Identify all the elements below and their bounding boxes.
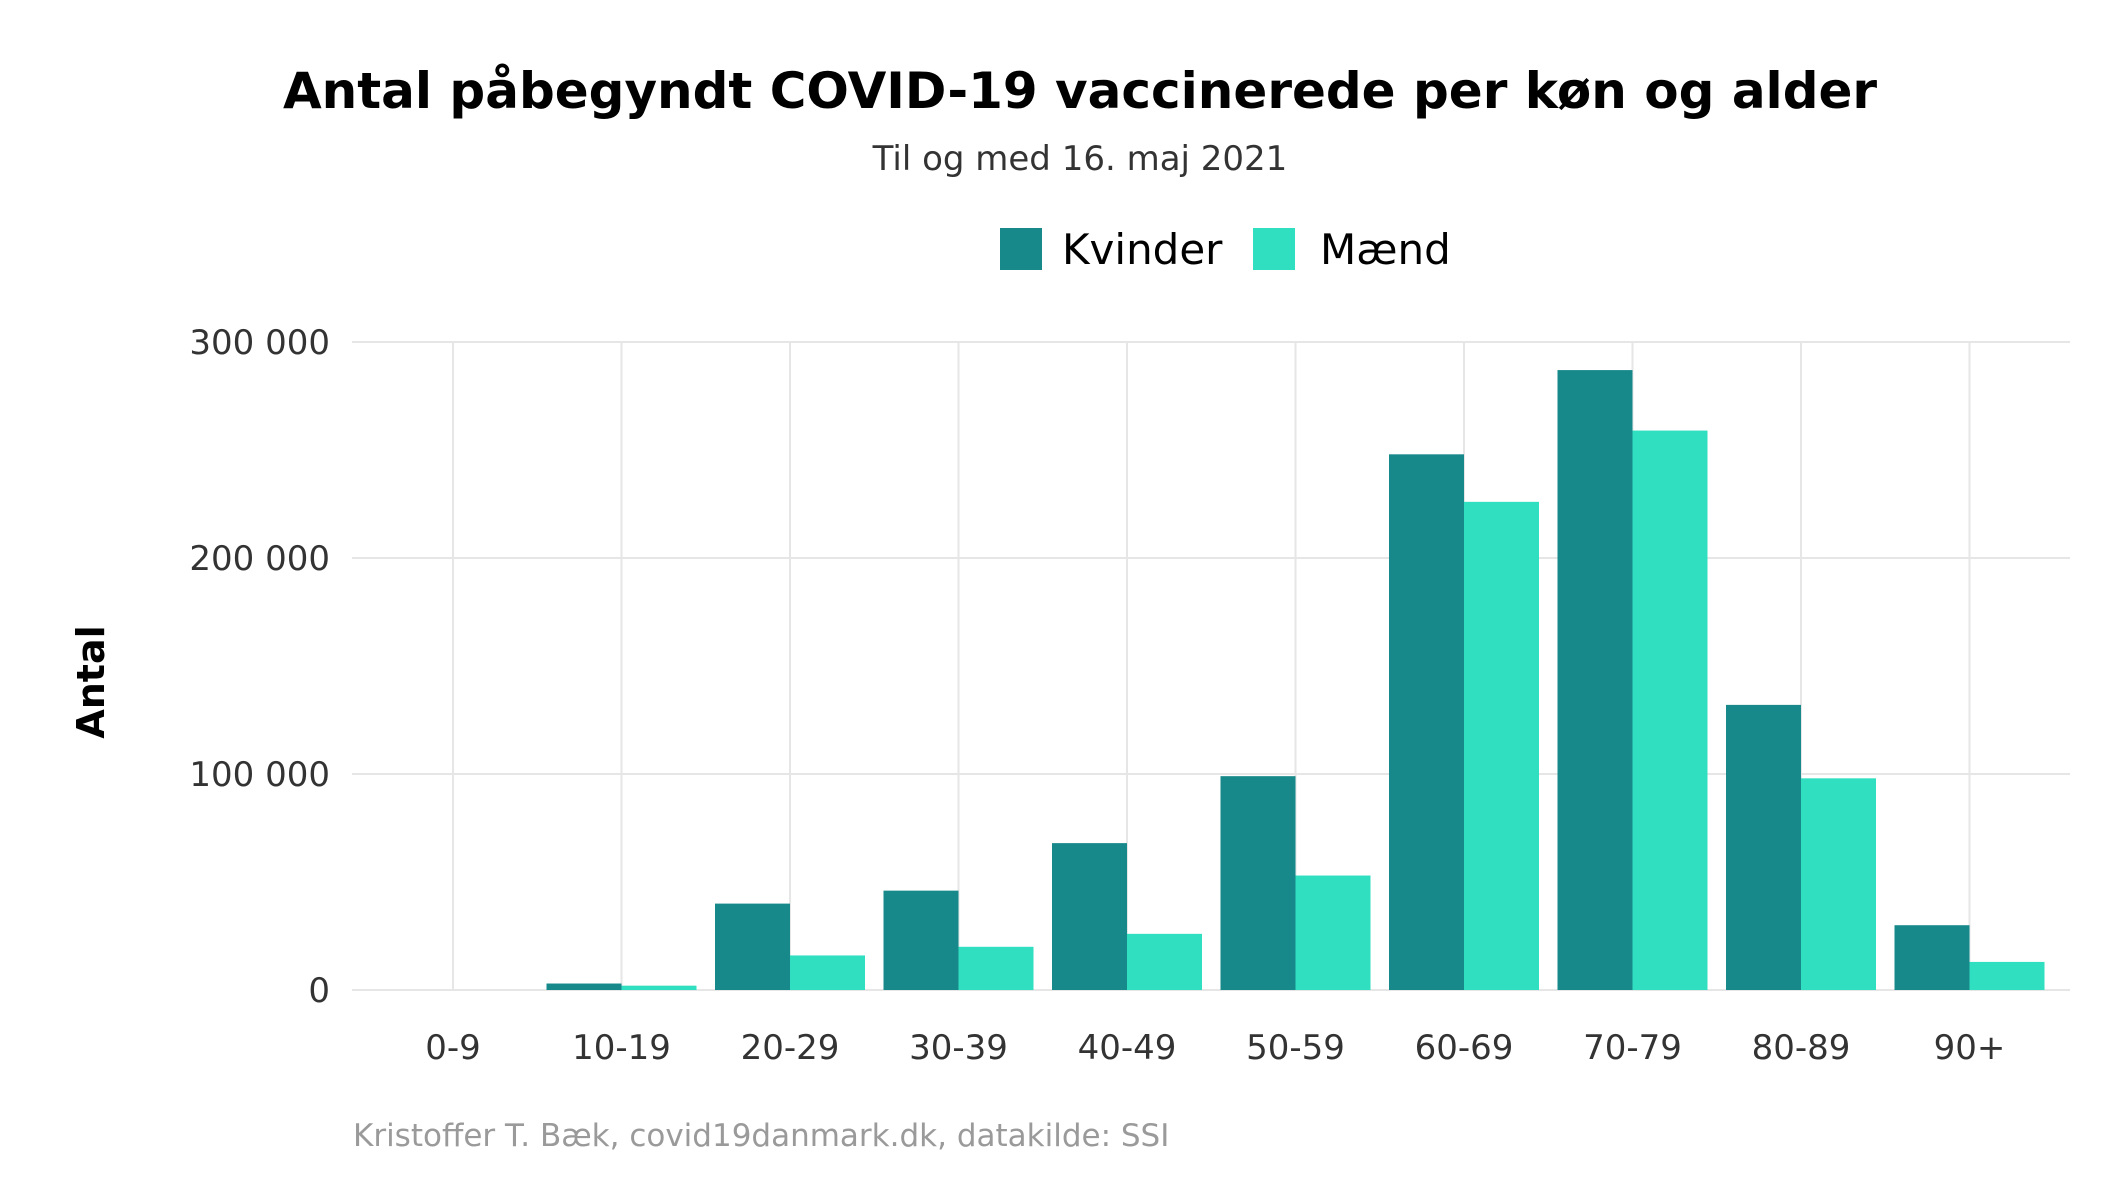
bar-kvinder xyxy=(1052,843,1127,990)
bar-maend xyxy=(1464,501,1539,990)
x-tick-label: 70-79 xyxy=(1583,1028,1682,1068)
bar-maend xyxy=(1295,875,1371,990)
x-tick-label: 90+ xyxy=(1934,1028,2006,1068)
bar-kvinder xyxy=(1894,925,1970,990)
y-axis: 0 100 000 200 000 300 000 xyxy=(189,323,330,1011)
chart-title: Antal påbegyndt COVID-19 vaccinerede per… xyxy=(283,62,1877,120)
bar-kvinder xyxy=(883,890,959,990)
y-tick-label: 300 000 xyxy=(189,323,330,363)
bar-kvinder xyxy=(715,903,790,990)
y-tick-label: 200 000 xyxy=(189,539,330,579)
x-tick-label: 0-9 xyxy=(425,1028,481,1068)
legend-label-kvinder: Kvinder xyxy=(1062,225,1223,274)
x-tick-label: 50-59 xyxy=(1246,1028,1345,1068)
chart-subtitle: Til og med 16. maj 2021 xyxy=(872,139,1288,179)
x-tick-label: 20-29 xyxy=(741,1028,840,1068)
bar-kvinder xyxy=(1389,454,1464,990)
bar-maend xyxy=(1801,778,1876,990)
bar-kvinder xyxy=(1726,704,1801,990)
bar-kvinder xyxy=(1220,776,1296,990)
x-tick-label: 40-49 xyxy=(1078,1028,1177,1068)
bar-maend xyxy=(790,955,865,990)
bar-kvinder xyxy=(1557,370,1633,991)
legend-swatch-maend xyxy=(1253,228,1295,270)
bar-maend xyxy=(1632,430,1708,990)
y-tick-label: 100 000 xyxy=(189,755,330,795)
bar-maend xyxy=(621,985,697,990)
bar-kvinder xyxy=(546,983,622,990)
x-tick-label: 80-89 xyxy=(1752,1028,1851,1068)
y-tick-label: 0 xyxy=(308,971,330,1011)
bars-layer xyxy=(546,370,2045,991)
chart-caption: Kristoffer T. Bæk, covid19danmark.dk, da… xyxy=(353,1118,1169,1154)
legend-label-maend: Mænd xyxy=(1320,225,1451,274)
x-axis: 0-9 10-19 20-29 30-39 40-49 50-59 60-69 70-79 80… xyxy=(425,1028,2005,1068)
bar-maend xyxy=(1127,933,1202,990)
legend-swatch-kvinder xyxy=(1000,228,1042,270)
bar-maend xyxy=(958,946,1034,990)
bar-maend xyxy=(1969,961,2045,990)
legend: Kvinder Mænd xyxy=(1000,225,1451,274)
x-tick-label: 60-69 xyxy=(1415,1028,1514,1068)
x-tick-label: 30-39 xyxy=(909,1028,1008,1068)
y-axis-title: Antal xyxy=(69,625,113,738)
x-tick-label: 10-19 xyxy=(572,1028,671,1068)
